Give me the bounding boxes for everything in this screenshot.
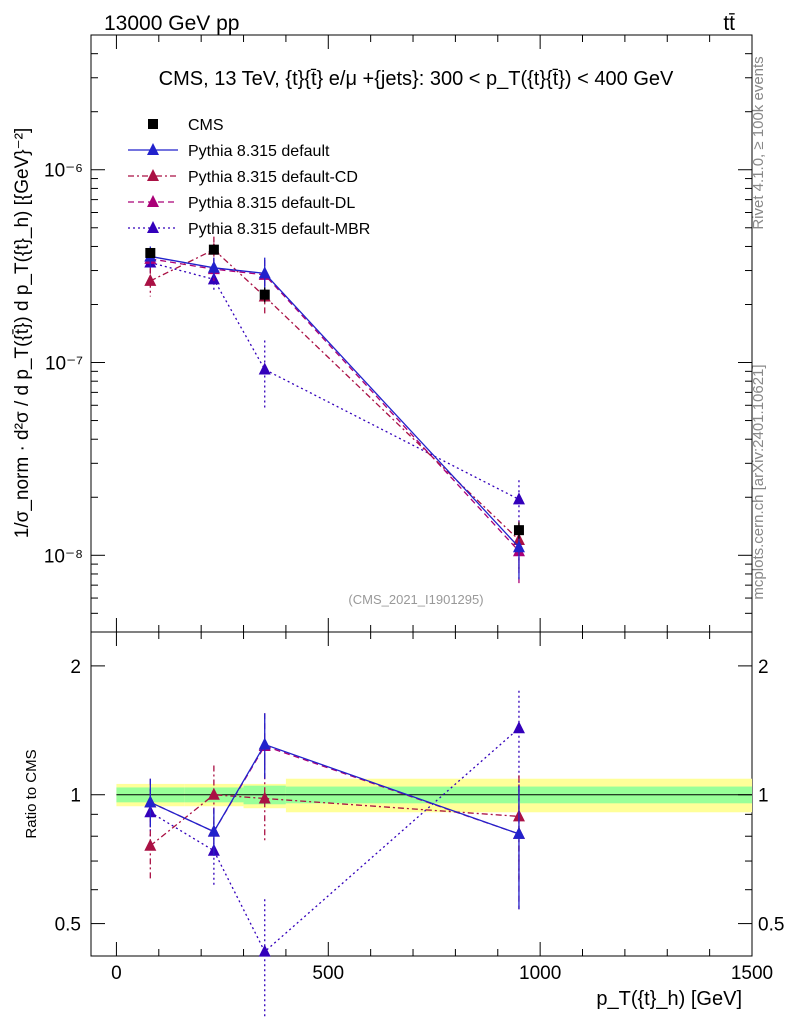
- ratio-y-tick-label-right: 0.5: [758, 915, 784, 936]
- mcplots-label: mcplots.cern.ch [arXiv:2401.10621]: [750, 364, 767, 599]
- legend-item: Pythia 8.315 default-MBR: [128, 221, 370, 238]
- main-data-layer: [144, 236, 525, 586]
- legend-label: Pythia 8.315 default-DL: [188, 195, 355, 212]
- ratio-data-point: [258, 944, 271, 957]
- rivet-label: Rivet 4.1.0, ≥ 100k events: [750, 56, 767, 229]
- ratio-series-pythia-8-315-default-cd: [144, 759, 525, 881]
- data-point: [512, 540, 525, 553]
- series-pythia-8-315-default-cd: [144, 236, 525, 569]
- legend-marker: [147, 169, 159, 181]
- main-axes: 10⁻⁸ 10⁻⁷ 10⁻⁶: [44, 34, 753, 633]
- legend-item: Pythia 8.315 default-DL: [128, 195, 355, 212]
- series-line: [150, 261, 520, 500]
- legend-item: Pythia 8.315 default: [128, 143, 330, 160]
- ratio-axes: 0.5 0.5 1 1 2 2 0 500 1000 1500: [55, 632, 784, 984]
- data-point: [258, 362, 271, 375]
- energy-label: 13000 GeV pp: [104, 12, 239, 35]
- y-tick-label: 10⁻⁸: [44, 546, 83, 567]
- data-point: [207, 260, 220, 273]
- ratio-data-point: [207, 824, 220, 837]
- main-y-axis-label: 1/σ_norm · d²σ / d p_T({t̄}) d p_T({t}_h…: [12, 128, 33, 539]
- analysis-id: (CMS_2021_I1901295): [348, 592, 483, 607]
- x-tick-label: 1500: [731, 963, 773, 984]
- legend-marker: [148, 119, 158, 129]
- legend-marker: [147, 143, 159, 155]
- ratio-series-line: [150, 743, 520, 835]
- legend-item: Pythia 8.315 default-CD: [128, 169, 358, 186]
- data-point: [513, 525, 524, 536]
- series-pythia-8-315-default-dl: [144, 248, 525, 586]
- ratio-y-axis-label: Ratio to CMS: [23, 749, 40, 838]
- legend-label: Pythia 8.315 default: [188, 143, 330, 160]
- series-pythia-8-315-default: [144, 246, 525, 580]
- ratio-data-point: [207, 787, 220, 800]
- data-point: [258, 266, 271, 279]
- ratio-data-point: [144, 838, 157, 851]
- ratio-y-tick-label: 2: [70, 657, 81, 678]
- legend-label: Pythia 8.315 default-MBR: [188, 221, 370, 238]
- ratio-series-line: [149, 727, 520, 953]
- series-pythia-8-315-default-mbr: [144, 250, 525, 528]
- ratio-data-layer: [144, 690, 525, 1019]
- x-tick-label: 500: [312, 963, 344, 984]
- ratio-data-point: [512, 721, 525, 734]
- process-label: tt̄: [723, 12, 735, 35]
- ratio-y-tick-label: 0.5: [55, 915, 81, 936]
- ratio-y-tick-label-right: 1: [758, 786, 769, 807]
- ratio-series-pythia-8-315-default: [144, 713, 525, 910]
- data-point: [144, 273, 157, 286]
- series-line: [150, 248, 520, 541]
- ratio-data-point: [512, 826, 525, 839]
- ratio-data-point: [144, 795, 157, 808]
- data-point: [259, 289, 270, 300]
- x-tick-label: 1000: [519, 963, 561, 984]
- ratio-data-point: [258, 791, 271, 804]
- ratio-y-tick-label-right: 2: [758, 657, 769, 678]
- legend-marker: [147, 221, 159, 233]
- data-point: [145, 247, 156, 258]
- series-cms: [145, 244, 524, 539]
- y-tick-label: 10⁻⁶: [44, 161, 83, 182]
- series-line: [150, 255, 520, 548]
- x-tick-label: 0: [111, 963, 122, 984]
- data-point: [208, 244, 219, 255]
- ratio-data-point: [258, 737, 271, 750]
- main-plot-title: CMS, 13 TeV, {t}{t̄} e/μ +{jets}: 300 < …: [159, 68, 674, 90]
- legend-item: CMS: [148, 117, 224, 134]
- y-tick-label: 10⁻⁷: [45, 354, 83, 375]
- legend-marker: [147, 195, 159, 207]
- legend: CMS Pythia 8.315 default Pythia 8.315 defa…: [128, 117, 370, 238]
- series-line: [150, 258, 520, 552]
- legend-label: CMS: [188, 117, 224, 134]
- x-axis-label: p_T({t}_h) [GeV]: [596, 988, 742, 1010]
- legend-label: Pythia 8.315 default-CD: [188, 169, 358, 186]
- data-point: [512, 492, 525, 505]
- ratio-y-tick-label: 1: [70, 786, 81, 807]
